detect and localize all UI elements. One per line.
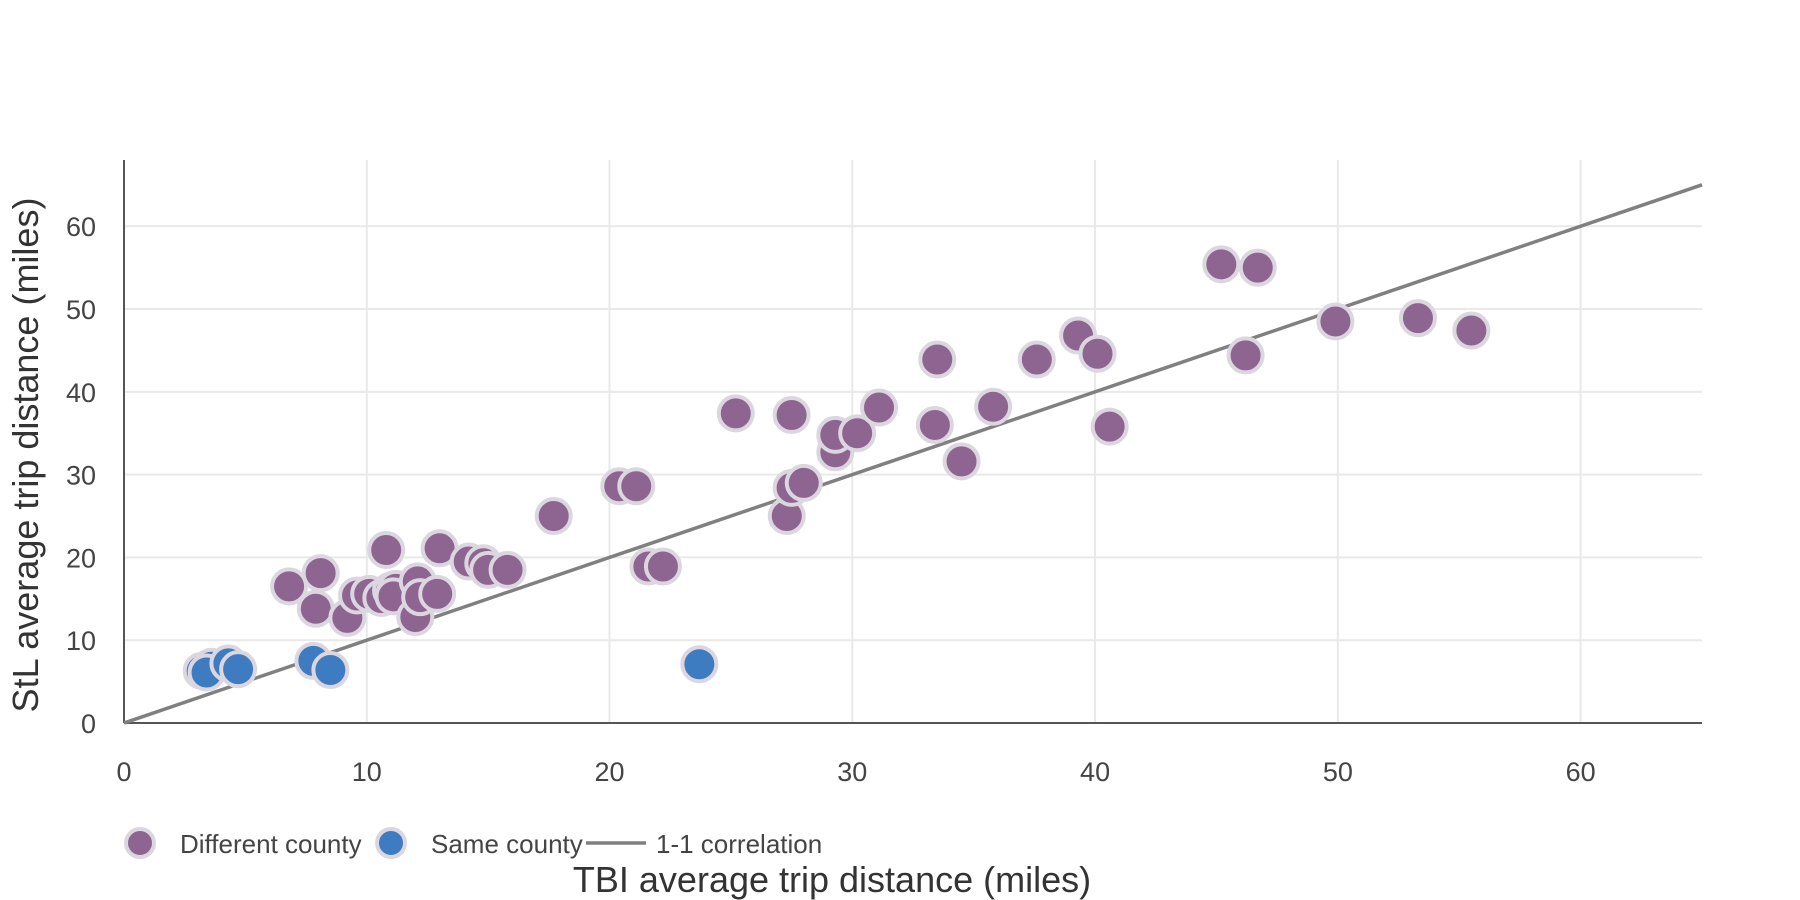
different-county-point (367, 530, 406, 569)
different-county-point (1090, 407, 1129, 446)
different-county-point (1238, 248, 1277, 287)
x-tick-label: 30 (837, 757, 867, 787)
same-county-point (311, 651, 350, 690)
different-county-point (1078, 334, 1117, 373)
different-county-point (296, 589, 335, 628)
x-tick-label: 40 (1080, 757, 1110, 787)
y-axis-title: StL average trip distance (miles) (5, 198, 46, 713)
y-tick-label: 20 (66, 543, 96, 573)
same-county-point (219, 650, 258, 689)
different-county-point (643, 547, 682, 586)
different-county-point (942, 442, 981, 481)
legend-label-different-county: Different county (180, 829, 362, 859)
different-county-point (270, 567, 309, 606)
tick-labels: 0 10 20 30 40 50 60 0 10 20 30 40 50 60 (66, 212, 1596, 787)
different-county-point (534, 497, 573, 536)
different-county-point (301, 554, 340, 593)
different-county-point (488, 550, 527, 589)
different-county-point (1017, 340, 1056, 379)
x-tick-label: 20 (595, 757, 625, 787)
x-tick-label: 0 (116, 757, 131, 787)
y-tick-label: 10 (66, 626, 96, 656)
legend-label-same-county: Same county (431, 829, 583, 859)
legend-marker-different-county (124, 827, 156, 859)
different-county-point (918, 340, 957, 379)
different-county-point (1202, 245, 1241, 284)
legend: Different county Same county 1-1 correla… (124, 827, 822, 859)
y-tick-label: 0 (81, 709, 96, 739)
different-county-point (772, 396, 811, 435)
different-county-point (617, 467, 656, 506)
legend-label-correlation-line: 1-1 correlation (656, 829, 822, 859)
legend-marker-same-county (375, 827, 407, 859)
different-county-point (1226, 336, 1265, 375)
different-county-point (974, 387, 1013, 426)
same-county-point (680, 645, 719, 684)
y-tick-label: 50 (66, 295, 96, 325)
x-axis-title: TBI average trip distance (miles) (573, 859, 1091, 900)
different-county-point (860, 388, 899, 427)
x-tick-label: 10 (352, 757, 382, 787)
different-county-point (915, 405, 954, 444)
different-county-point (1316, 302, 1355, 341)
reference-line-layer (123, 183, 1703, 725)
x-tick-label: 50 (1323, 757, 1353, 787)
y-tick-label: 30 (66, 461, 96, 491)
different-county-point (716, 394, 755, 433)
data-points (182, 245, 1491, 692)
grid (124, 160, 1702, 723)
different-county-point (1452, 311, 1491, 350)
x-tick-label: 60 (1566, 757, 1596, 787)
different-county-point (1398, 299, 1437, 338)
y-tick-label: 40 (66, 378, 96, 408)
different-county-point (418, 574, 457, 613)
different-county-point (784, 463, 823, 502)
y-tick-label: 60 (66, 212, 96, 242)
different-county-point (838, 414, 877, 453)
correlation-line (123, 183, 1703, 725)
axes (123, 160, 1702, 724)
